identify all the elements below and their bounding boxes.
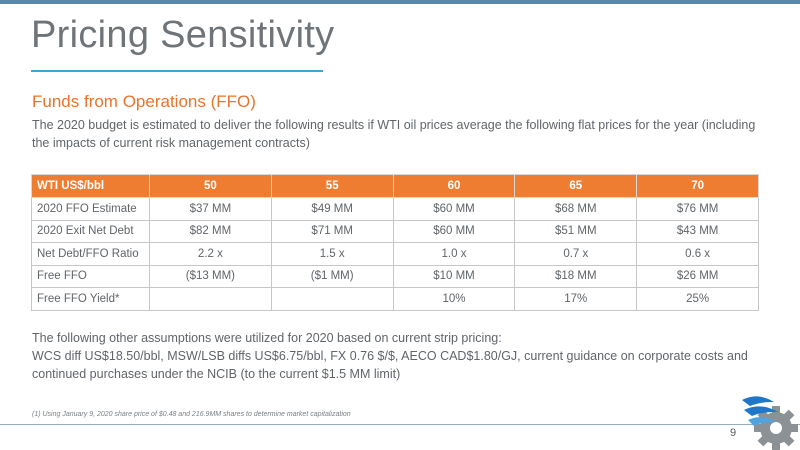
table-header-row: WTI US$/bbl 50 55 60 65 70	[31, 174, 759, 198]
table-cell: $43 MM	[636, 219, 759, 243]
table-header-cell: 50	[149, 174, 272, 198]
row-label: 2020 Exit Net Debt	[31, 219, 150, 243]
row-label: 2020 FFO Estimate	[31, 197, 150, 221]
title-underline	[31, 70, 323, 72]
table-cell: 2.2 x	[149, 242, 272, 266]
table-cell: $18 MM	[514, 264, 638, 288]
table-cell: ($13 MM)	[149, 264, 272, 288]
table-cell: 1.0 x	[392, 242, 516, 266]
table-header-cell: WTI US$/bbl	[31, 174, 150, 198]
table-cell: $68 MM	[514, 197, 638, 221]
footnote: (1) Using January 9, 2020 share price of…	[32, 411, 351, 418]
pricing-sensitivity-table: WTI US$/bbl 50 55 60 65 70 2020 FFO Esti…	[31, 174, 759, 311]
table-row: 2020 Exit Net Debt $82 MM $71 MM $60 MM …	[31, 219, 759, 243]
table-cell: $82 MM	[149, 219, 272, 243]
table-cell: $76 MM	[636, 197, 759, 221]
footer-divider	[0, 424, 800, 425]
gear-wave-logo-icon	[742, 396, 798, 450]
row-label: Free FFO	[31, 264, 150, 288]
table-cell: 10%	[392, 287, 516, 311]
table-cell: $51 MM	[514, 219, 638, 243]
table-cell: $71 MM	[270, 219, 394, 243]
page-title: Pricing Sensitivity	[31, 14, 335, 56]
table-row: Free FFO Yield* 10% 17% 25%	[31, 287, 759, 311]
table-cell: $60 MM	[392, 219, 516, 243]
table-cell: 17%	[514, 287, 638, 311]
table-header-cell: 60	[392, 174, 516, 198]
row-label: Free FFO Yield*	[31, 287, 150, 311]
row-label: Net Debt/FFO Ratio	[31, 242, 150, 266]
table-cell: $10 MM	[392, 264, 516, 288]
assumptions-intro: The following other assumptions were uti…	[32, 331, 502, 345]
intro-paragraph: The 2020 budget is estimated to deliver …	[32, 118, 756, 150]
table-cell: 0.6 x	[636, 242, 759, 266]
table-cell: 0.7 x	[514, 242, 638, 266]
table-row: Free FFO ($13 MM) ($1 MM) $10 MM $18 MM …	[31, 264, 759, 288]
assumptions-detail: WCS diff US$18.50/bbl, MSW/LSB diffs US$…	[32, 349, 748, 381]
table-cell: 25%	[636, 287, 759, 311]
table-header-cell: 55	[270, 174, 394, 198]
table-cell: ($1 MM)	[270, 264, 394, 288]
table-cell: $37 MM	[149, 197, 272, 221]
table-row: Net Debt/FFO Ratio 2.2 x 1.5 x 1.0 x 0.7…	[31, 242, 759, 266]
top-accent-bar	[0, 0, 800, 4]
table-header-cell: 65	[514, 174, 638, 198]
table-cell: $49 MM	[270, 197, 394, 221]
table-row: 2020 FFO Estimate $37 MM $49 MM $60 MM $…	[31, 197, 759, 221]
assumptions-paragraph: The following other assumptions were uti…	[32, 329, 772, 383]
table-cell: $60 MM	[392, 197, 516, 221]
page-number: 9	[730, 427, 737, 439]
table-header-cell: 70	[636, 174, 759, 198]
table-cell: 1.5 x	[270, 242, 394, 266]
section-heading: Funds from Operations (FFO)	[32, 92, 256, 111]
table-cell	[149, 287, 272, 311]
table-cell: $26 MM	[636, 264, 759, 288]
table-cell	[270, 287, 394, 311]
